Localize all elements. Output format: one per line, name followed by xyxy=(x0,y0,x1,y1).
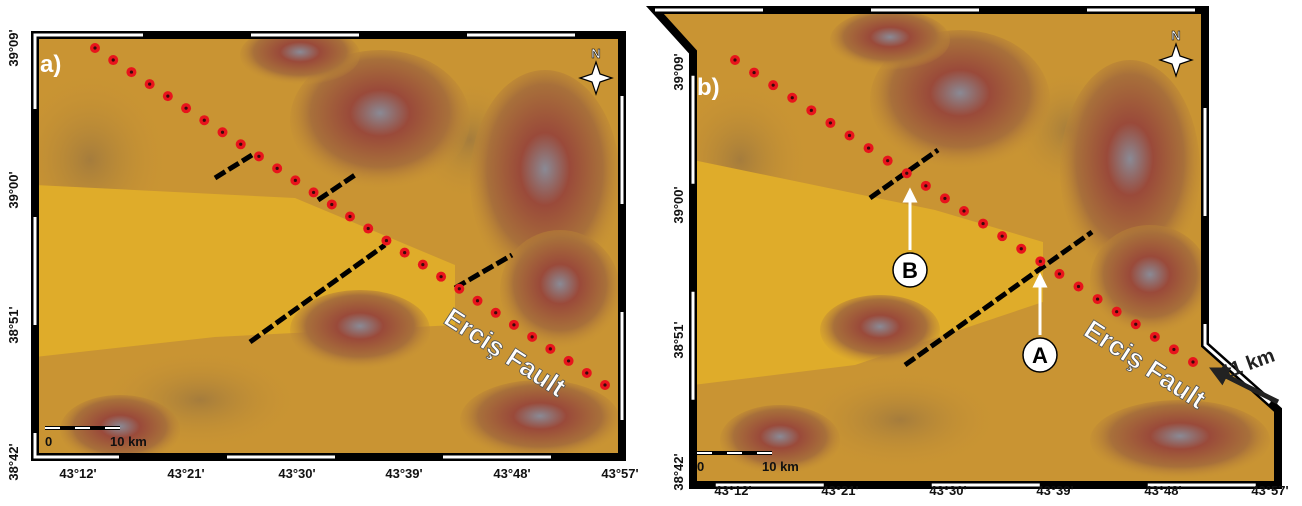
fault-dot-center xyxy=(810,109,813,112)
fault-dot-center xyxy=(1039,260,1042,263)
mountain xyxy=(1090,225,1210,335)
fault-dot-center xyxy=(1172,348,1175,351)
fault-dot-center xyxy=(239,143,242,146)
fault-dot-center xyxy=(512,323,515,326)
scale-end: 10 km xyxy=(762,459,799,474)
fault-dot-center xyxy=(112,58,115,61)
scale-end: 10 km xyxy=(110,434,147,449)
fault-dot-center xyxy=(752,71,755,74)
fault-dot-center xyxy=(943,197,946,200)
longitude-label: 43°12' xyxy=(714,483,751,498)
fault-dot-center xyxy=(166,95,169,98)
fault-dot-center xyxy=(257,155,260,158)
latitude-label: 38°51' xyxy=(6,306,21,343)
fault-dot-center xyxy=(312,191,315,194)
fault-dot-center xyxy=(924,184,927,187)
fault-dot-center xyxy=(1077,285,1080,288)
fault-dot-center xyxy=(184,107,187,110)
longitude-label: 43°57' xyxy=(1251,483,1288,498)
fault-dot-center xyxy=(421,263,424,266)
point-label: B xyxy=(902,258,918,283)
mountain xyxy=(1090,400,1270,480)
fault-dot-center xyxy=(93,46,96,49)
mountain xyxy=(500,230,620,350)
fault-dot-center xyxy=(148,83,151,86)
fault-dot-center xyxy=(886,159,889,162)
fault-dot-center xyxy=(276,167,279,170)
fault-dot-center xyxy=(458,287,461,290)
fault-dot-center xyxy=(1115,310,1118,313)
fault-dot-center xyxy=(585,371,588,374)
latitude-label: 38°51' xyxy=(671,321,686,358)
longitude-label: 43°48' xyxy=(1144,483,1181,498)
fault-dot-center xyxy=(348,215,351,218)
longitude-label: 43°39' xyxy=(385,466,422,481)
fault-dot-center xyxy=(221,131,224,134)
fault-dot-center xyxy=(791,96,794,99)
fault-dot-center xyxy=(981,222,984,225)
fault-dot-center xyxy=(203,119,206,122)
panel-label: b) xyxy=(697,74,720,101)
latitude-label: 38°42' xyxy=(6,443,21,480)
longitude-label: 43°48' xyxy=(493,466,530,481)
fault-dot-center xyxy=(367,227,370,230)
panel-label: a) xyxy=(40,51,61,78)
north-label: N xyxy=(591,46,600,61)
latitude-label: 39°00' xyxy=(6,171,21,208)
fault-dot-center xyxy=(603,383,606,386)
longitude-label: 43°30' xyxy=(278,466,315,481)
fault-dot-center xyxy=(130,70,133,73)
longitude-label: 43°39' xyxy=(1036,483,1073,498)
longitude-label: 43°30' xyxy=(929,483,966,498)
scale-start: 0 xyxy=(697,459,704,474)
fault-dot-center xyxy=(848,134,851,137)
fault-dot-center xyxy=(294,179,297,182)
longitude-label: 43°21' xyxy=(167,466,204,481)
fault-dot-center xyxy=(829,121,832,124)
point-label: A xyxy=(1032,343,1048,368)
scale-start: 0 xyxy=(45,434,52,449)
fault-dot-center xyxy=(494,311,497,314)
fault-dot-center xyxy=(867,146,870,149)
fault-dot-center xyxy=(962,209,965,212)
figure: a) N 39°09' 39°00' 38°51' 38°42' 43°12' 43°21' 4… xyxy=(0,0,1302,506)
fault-dot-center xyxy=(733,58,736,61)
fault-dot-center xyxy=(1134,323,1137,326)
latitude-label: 38°42' xyxy=(671,453,686,490)
longitude-label: 43°21' xyxy=(821,483,858,498)
fault-dot-center xyxy=(385,239,388,242)
north-label: N xyxy=(1171,28,1180,43)
fault-dot-center xyxy=(1153,335,1156,338)
mountain xyxy=(830,10,950,70)
fault-dot-center xyxy=(439,275,442,278)
fault-dot-center xyxy=(1058,272,1061,275)
longitude-label: 43°57' xyxy=(601,466,638,481)
longitude-label: 43°12' xyxy=(59,466,96,481)
fault-dot-center xyxy=(403,251,406,254)
fault-dot-center xyxy=(905,172,908,175)
fault-dot-center xyxy=(1191,360,1194,363)
mountain xyxy=(290,290,430,370)
fault-dot-center xyxy=(476,299,479,302)
fault-dot-center xyxy=(1096,297,1099,300)
fault-dot-center xyxy=(772,84,775,87)
latitude-label: 39°09' xyxy=(671,53,686,90)
fault-dot-center xyxy=(567,359,570,362)
fault-dot-center xyxy=(549,347,552,350)
latitude-label: 39°00' xyxy=(671,186,686,223)
fault-dot-center xyxy=(330,203,333,206)
fault-dot-center xyxy=(1020,247,1023,250)
latitude-label: 39°09' xyxy=(6,29,21,66)
fault-dot-center xyxy=(531,335,534,338)
fault-dot-center xyxy=(1001,235,1004,238)
